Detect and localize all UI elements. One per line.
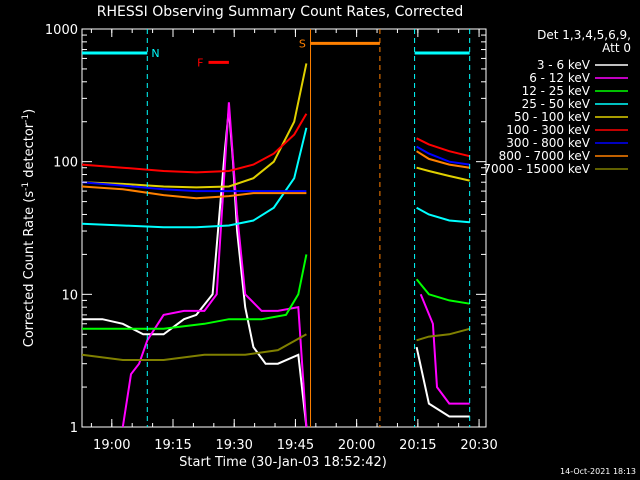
legend-header-line2: Att 0: [602, 41, 631, 55]
series-line-12-25keV: [82, 254, 470, 330]
x-axis-tick-labels: 19:00 19:15 19:30 19:45 20:00 20:15 20:30: [93, 438, 498, 453]
series-line-800-7000keV: [81, 150, 470, 200]
legend-label: 25 - 50 keV: [522, 97, 591, 111]
annotation-N: N: [151, 47, 159, 60]
y-tick-label: 1000: [45, 23, 78, 38]
y-axis-label-part3: ): [22, 109, 37, 114]
x-tick-label: 20:30: [460, 438, 497, 453]
annotation-layer: N F S: [151, 37, 306, 69]
plot-area: [81, 28, 487, 428]
legend-label: 300 - 800 keV: [506, 136, 590, 150]
series-line-300-800keV: [81, 145, 470, 193]
y-axis-tick-labels: 1 10 100 1000: [45, 23, 78, 436]
x-tick-label: 19:30: [215, 438, 252, 453]
annotation-F: F: [197, 56, 203, 69]
y-axis-label-part2: detector: [22, 122, 37, 182]
y-axis-label-part1: Corrected Count Rate (s: [22, 191, 37, 348]
series-line-100-300keV: [81, 113, 470, 174]
bar-layer: [82, 29, 471, 427]
x-tick-label: 20:15: [399, 438, 436, 453]
series-line-6-12keV: [121, 102, 470, 428]
y-tick-label: 100: [53, 156, 78, 171]
legend-header-line1: Det 1,3,4,5,6,9,: [537, 28, 631, 42]
legend-label: 3 - 6 keV: [537, 58, 591, 72]
x-tick-label: 19:00: [93, 438, 130, 453]
legend-label: 50 - 100 keV: [514, 110, 591, 124]
legend-label: 100 - 300 keV: [506, 123, 590, 137]
series-line-25-50keV: [81, 127, 470, 229]
timestamp: 14-Oct-2021 18:13: [560, 467, 636, 476]
y-axis-label: Corrected Count Rate (s-1 detector-1): [21, 109, 37, 347]
x-axis-ticks: [90, 29, 480, 427]
x-axis-label: Start Time (30-Jan-03 18:52:42): [179, 455, 387, 470]
x-tick-label: 19:45: [277, 438, 314, 453]
legend-label: 12 - 25 keV: [522, 84, 591, 98]
chart-title: RHESSI Observing Summary Count Rates, Co…: [97, 4, 463, 20]
x-tick-label: 20:00: [338, 438, 375, 453]
series-layer: [81, 63, 470, 428]
plot-frame: [81, 28, 487, 428]
legend-label: 7000 - 15000 keV: [483, 162, 590, 176]
series-line-50-100keV: [81, 63, 470, 189]
y-axis-label-sup1: -1: [21, 182, 31, 191]
legend-label: 6 - 12 keV: [529, 71, 591, 85]
series-line-7000-15000keV: [81, 327, 470, 361]
y-axis-ticks: [82, 28, 486, 428]
y-tick-label: 10: [61, 288, 78, 303]
x-tick-label: 19:15: [154, 438, 191, 453]
legend-label: 800 - 7000 keV: [499, 149, 591, 163]
y-axis-label-sup2: -1: [21, 114, 31, 123]
annotation-S: S: [299, 37, 306, 50]
y-tick-label: 1: [70, 421, 78, 436]
